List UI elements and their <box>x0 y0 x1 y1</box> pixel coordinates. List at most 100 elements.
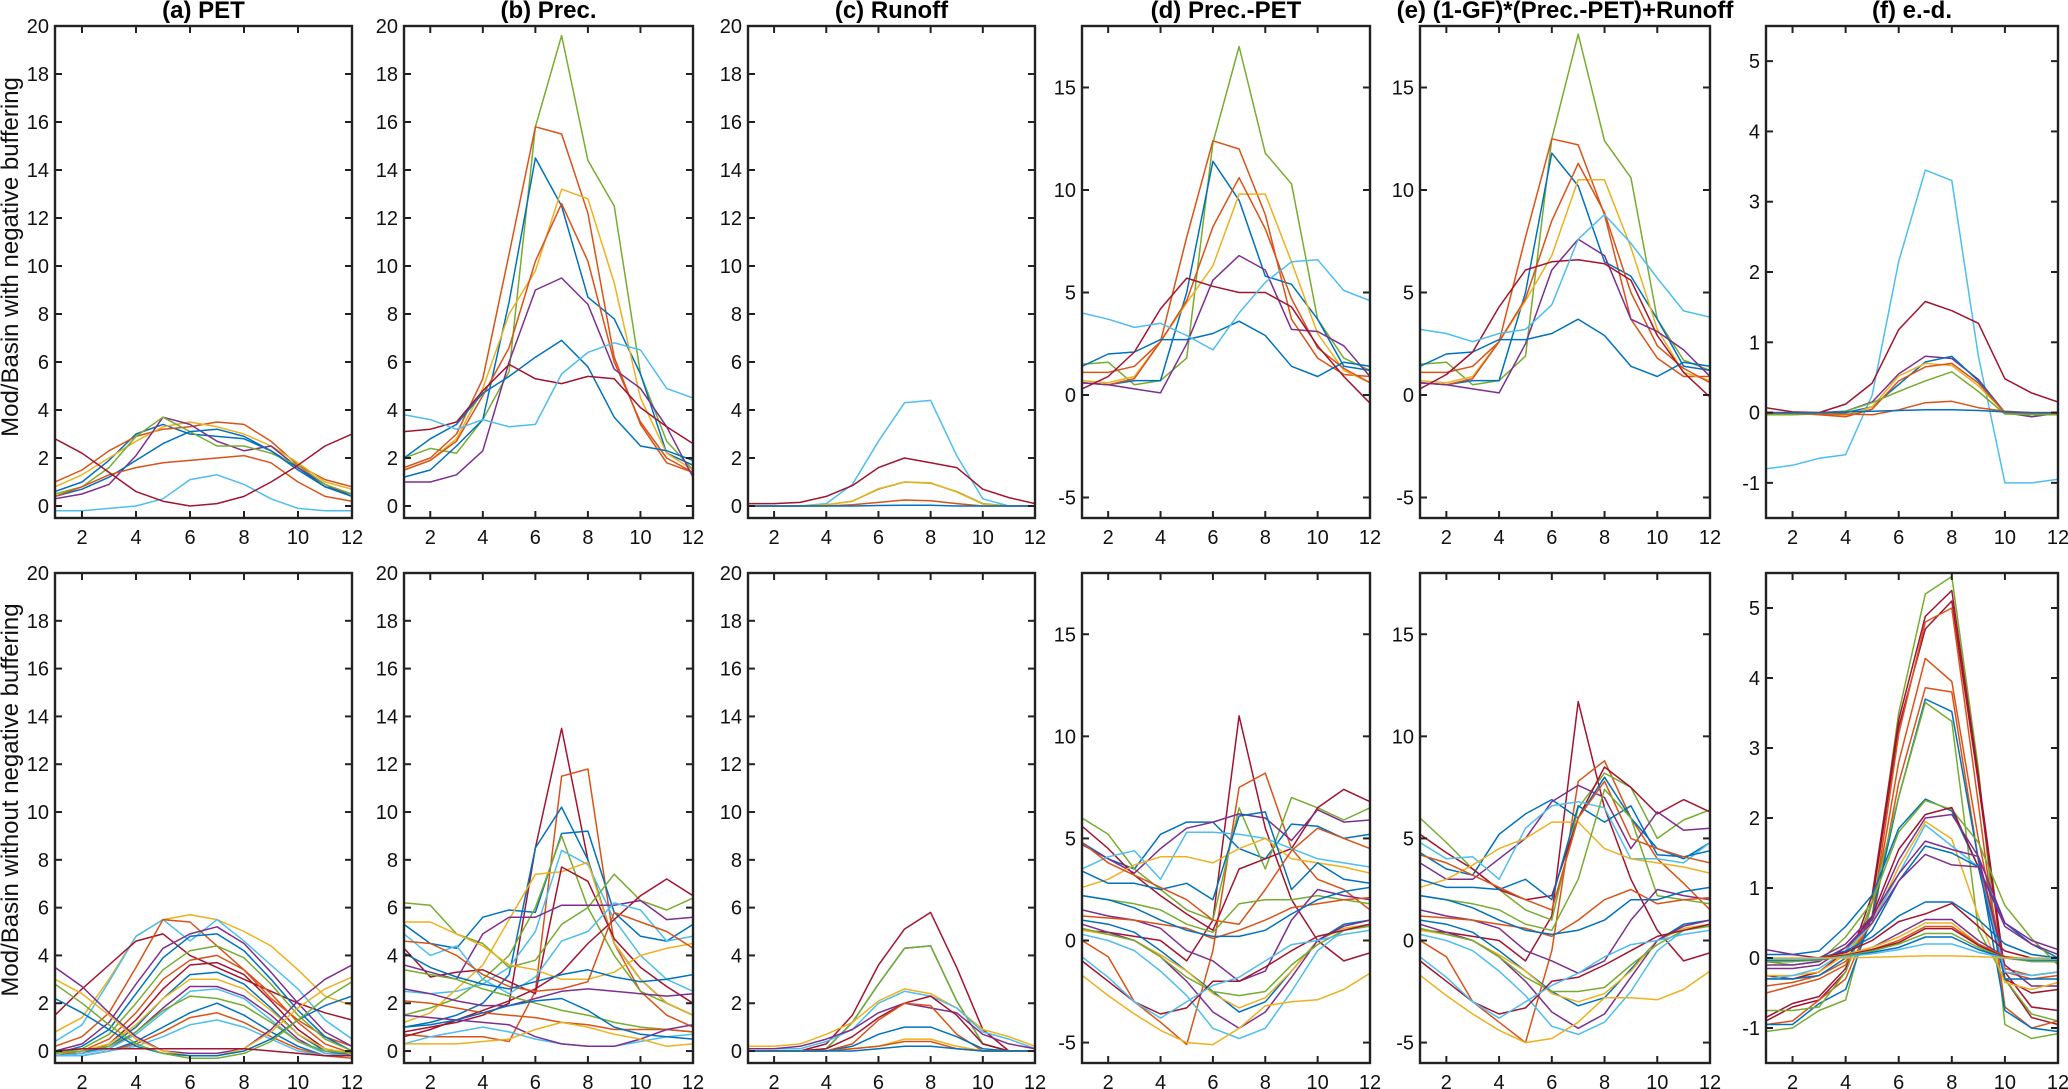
series-line-9 <box>55 433 352 507</box>
y-tick-label: 12 <box>376 208 398 230</box>
series-line-4 <box>1766 607 2058 1029</box>
series-line-7 <box>1082 831 1370 881</box>
axes-box <box>402 571 695 1065</box>
series-line-8 <box>404 363 693 445</box>
axes-box <box>1418 24 1712 520</box>
x-tick-label: 8 <box>925 527 936 549</box>
y-tick-label: -5 <box>1058 488 1076 510</box>
x-tick-label: 10 <box>972 1072 994 1089</box>
series-line-10 <box>1082 827 1370 925</box>
y-tick-label: 2 <box>38 993 49 1015</box>
x-tick-label: 4 <box>821 527 832 549</box>
y-tick-label: 10 <box>720 256 742 278</box>
y-tick-label: 0 <box>731 496 742 518</box>
x-tick-label: 2 <box>425 1072 436 1089</box>
x-tick-label: 12 <box>2047 1072 2068 1089</box>
series-line-1 <box>748 399 1035 507</box>
series-line-14 <box>404 911 693 993</box>
series-line-22 <box>1082 886 1370 938</box>
y-tick-label: 20 <box>720 563 742 585</box>
y-tick-label: 5 <box>1749 51 1760 73</box>
series-line-4 <box>404 188 693 471</box>
series-line-2 <box>1420 138 1710 378</box>
series-line-6 <box>1766 362 2058 418</box>
series-line-6 <box>404 849 693 995</box>
axes-box <box>1080 571 1372 1065</box>
x-tick-label: 10 <box>1646 1072 1668 1089</box>
y-tick-label: 16 <box>27 659 49 681</box>
axes-box <box>1080 24 1372 520</box>
y-tick-label: 12 <box>376 754 398 776</box>
series-line-22 <box>404 997 693 1040</box>
axes-box <box>53 24 354 520</box>
series-line-17 <box>404 969 693 1033</box>
y-tick-label: 4 <box>731 400 742 422</box>
series-line-17 <box>1082 925 1370 997</box>
series-line-27 <box>1766 955 2058 959</box>
x-tick-label: 4 <box>1155 1072 1166 1089</box>
row-label-bottom: Mod/Basin without negative buffering <box>0 603 24 996</box>
y-tick-label: 16 <box>720 112 742 134</box>
y-tick-label: 0 <box>1065 931 1076 953</box>
y-tick-label: 4 <box>1749 121 1760 143</box>
y-tick-label: 5 <box>1403 283 1414 305</box>
x-tick-label: 6 <box>1893 527 1904 549</box>
series-line-9 <box>1766 409 2058 414</box>
series-line-9 <box>1420 805 1710 901</box>
y-tick-label: 10 <box>1392 726 1414 748</box>
x-tick-label: 6 <box>1893 1072 1904 1089</box>
series-group <box>1420 700 1710 1044</box>
series-group <box>748 911 1035 1052</box>
y-tick-label: 20 <box>376 563 398 585</box>
x-tick-label: 8 <box>1946 1072 1957 1089</box>
y-tick-label: 10 <box>1054 726 1076 748</box>
y-tick-label: 0 <box>38 496 49 518</box>
series-line-6 <box>1766 687 2058 987</box>
series-line-9 <box>1420 213 1710 343</box>
y-tick-label: 1 <box>1749 878 1760 900</box>
series-line-16 <box>1766 840 2058 959</box>
y-tick-label: 2 <box>38 448 49 470</box>
series-line-1 <box>404 34 693 471</box>
y-tick-label: 5 <box>1065 828 1076 850</box>
y-tick-label: 10 <box>720 802 742 824</box>
x-tick-label: 8 <box>582 527 593 549</box>
x-tick-label: 12 <box>1359 527 1381 549</box>
series-line-20 <box>1766 918 2058 963</box>
series-line-20 <box>1082 972 1370 1046</box>
series-line-22 <box>1420 886 1710 936</box>
series-line-21 <box>1082 896 1370 940</box>
series-line-6 <box>748 1002 1035 1050</box>
x-tick-label: 2 <box>1441 1072 1452 1089</box>
y-tick-label: 4 <box>38 945 49 967</box>
x-tick-label: 10 <box>1646 527 1668 549</box>
y-tick-label: -1 <box>1742 473 1760 495</box>
x-tick-label: 8 <box>238 1072 249 1089</box>
x-tick-label: 6 <box>1546 1072 1557 1089</box>
row-label-top: Mod/Basin with negative buffering <box>0 77 24 437</box>
x-tick-label: 8 <box>1946 527 1957 549</box>
panel-d-bottom: 2 4 6 8 10 12 -5 0 5 10 15 <box>1054 571 1381 1089</box>
y-tick-label: 2 <box>731 448 742 470</box>
y-tick-label: 8 <box>387 850 398 872</box>
y-tick-label: 18 <box>27 611 49 633</box>
y-tick-label: 4 <box>387 945 398 967</box>
y-tick-label: 20 <box>27 16 49 38</box>
series-line-5 <box>55 926 352 1052</box>
series-line-10 <box>404 899 693 981</box>
y-tick-label: 4 <box>731 945 742 967</box>
series-line-7 <box>1420 800 1710 881</box>
x-tick-label: 6 <box>184 527 195 549</box>
y-tick-label: 20 <box>376 16 398 38</box>
y-tick-label: -1 <box>1742 1018 1760 1040</box>
series-line-18 <box>55 964 352 1055</box>
x-tick-label: 2 <box>76 1072 87 1089</box>
series-line-21 <box>404 1021 693 1048</box>
x-tick-label: 12 <box>1699 527 1721 549</box>
y-tick-label: 14 <box>720 706 742 728</box>
x-tick-label: 4 <box>1155 527 1166 549</box>
y-tick-label: 15 <box>1054 78 1076 100</box>
x-tick-label: 12 <box>682 1072 704 1089</box>
